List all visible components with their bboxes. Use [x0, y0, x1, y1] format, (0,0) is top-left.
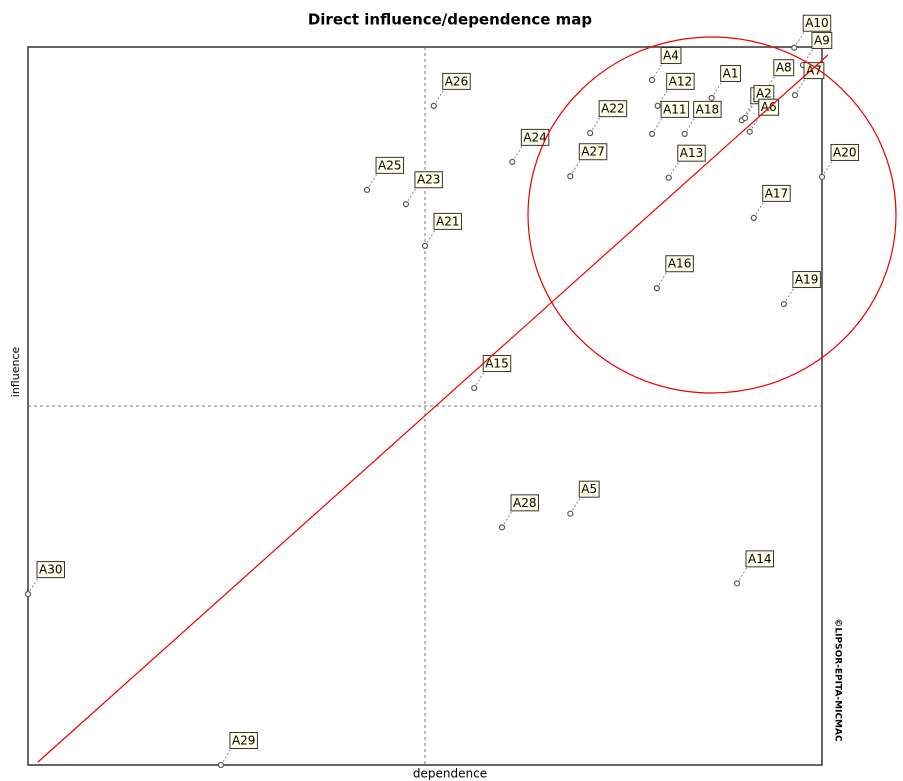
point-label: A8 — [776, 61, 792, 75]
point — [654, 286, 659, 291]
point — [218, 763, 223, 768]
point — [655, 103, 660, 108]
point — [820, 174, 825, 179]
y-axis-label: influence — [9, 347, 22, 398]
point — [751, 215, 756, 220]
point-label: A11 — [663, 102, 686, 116]
point — [793, 93, 798, 98]
point-label: A6 — [761, 100, 777, 114]
credit: ©LIPSOR-EPITA-MICMAC — [833, 618, 843, 742]
point — [472, 386, 477, 391]
point — [735, 581, 740, 586]
point — [781, 302, 786, 307]
point — [742, 116, 747, 121]
point — [650, 78, 655, 83]
point-label: A5 — [581, 482, 597, 496]
point — [568, 174, 573, 179]
point-label: A9 — [814, 33, 830, 47]
point-label: A18 — [696, 102, 719, 116]
diagonal-annotation — [38, 55, 828, 762]
point-label: A20 — [833, 145, 856, 159]
point — [568, 511, 573, 516]
point — [747, 129, 752, 134]
point-label: A12 — [669, 74, 692, 88]
point — [365, 187, 370, 192]
point-label: A13 — [680, 146, 703, 160]
point-label: A14 — [748, 552, 771, 566]
point-label: A4 — [663, 49, 679, 63]
point-label: A30 — [39, 563, 62, 577]
point — [792, 45, 797, 50]
chart-title: Direct influence/dependence map — [308, 11, 593, 29]
point-label: A25 — [378, 158, 401, 172]
point — [709, 95, 714, 100]
point-label: A17 — [765, 186, 788, 200]
point-label: A27 — [581, 145, 604, 159]
point-label: A16 — [668, 257, 691, 271]
point-label: A21 — [436, 214, 459, 228]
point-label: A2 — [756, 87, 772, 101]
point-label: A26 — [445, 74, 468, 88]
point-label: A28 — [513, 496, 536, 510]
point-label: A1 — [723, 66, 739, 80]
point-label: A22 — [601, 102, 624, 116]
point-label: A24 — [523, 130, 546, 144]
chart: Direct influence/dependence map dependen… — [0, 0, 903, 781]
cluster-ellipse — [528, 37, 896, 393]
point — [403, 202, 408, 207]
point-label: A19 — [795, 273, 818, 287]
point — [682, 131, 687, 136]
point-label: A10 — [805, 16, 828, 30]
point-label: A23 — [417, 173, 440, 187]
x-axis-label: dependence — [413, 767, 487, 781]
point — [666, 175, 671, 180]
point — [588, 131, 593, 136]
point-label: A29 — [232, 734, 255, 748]
point — [500, 525, 505, 530]
point — [650, 131, 655, 136]
point — [423, 243, 428, 248]
point — [26, 592, 31, 597]
point — [431, 103, 436, 108]
point — [510, 159, 515, 164]
